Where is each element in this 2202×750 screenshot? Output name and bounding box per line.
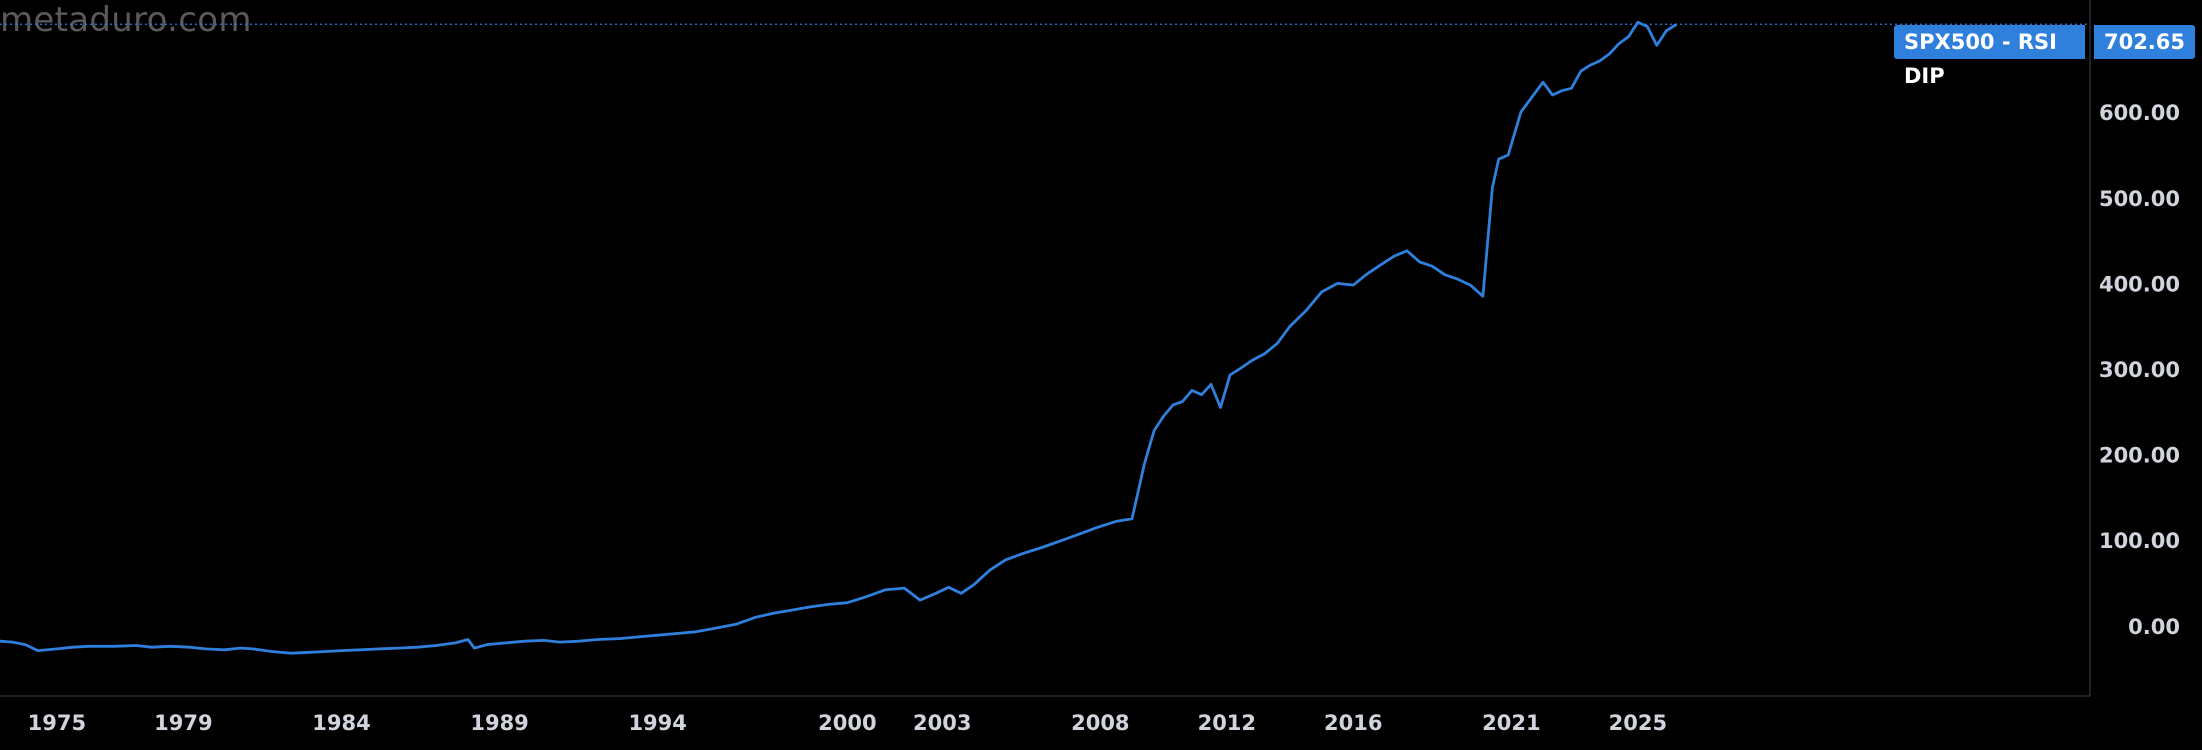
x-tick-label: 2000	[818, 711, 876, 735]
x-tick-label: 2003	[913, 711, 971, 735]
x-tick-label: 2021	[1482, 711, 1540, 735]
price-axis[interactable]: 600.00 500.00 400.00 300.00 200.00 100.00 0.00	[2099, 101, 2180, 639]
y-tick-label: 600.00	[2099, 101, 2180, 125]
series-legend-badge[interactable]: SPX500 - RSI DIP	[1894, 25, 2085, 88]
y-tick-label: 400.00	[2099, 272, 2180, 296]
y-tick-label: 200.00	[2099, 444, 2180, 468]
y-tick-label: 100.00	[2099, 529, 2180, 553]
x-tick-label: 2016	[1324, 711, 1382, 735]
watermark: metaduro.com	[0, 0, 252, 40]
x-tick-label: 1989	[470, 711, 528, 735]
y-tick-label: 500.00	[2099, 187, 2180, 211]
y-tick-label: 300.00	[2099, 358, 2180, 382]
series-line[interactable]	[0, 20, 1678, 655]
x-tick-label: 1994	[628, 711, 686, 735]
x-tick-label: 2012	[1198, 711, 1256, 735]
last-value-badge: 702.65	[2094, 25, 2195, 59]
x-tick-label: 1979	[154, 711, 212, 735]
time-axis[interactable]: 1975 1979 1984 1989 1994 2000 2003 2008 2012 2016…	[28, 711, 1667, 735]
x-tick-label: 1975	[28, 711, 86, 735]
x-tick-label: 2008	[1071, 711, 1129, 735]
y-tick-label: 0.00	[2128, 615, 2180, 639]
x-tick-label: 2025	[1609, 711, 1667, 735]
x-tick-label: 1984	[312, 711, 370, 735]
